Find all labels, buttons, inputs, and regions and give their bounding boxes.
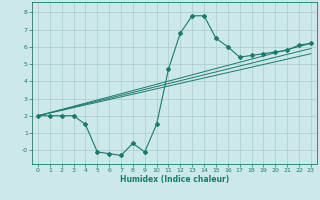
X-axis label: Humidex (Indice chaleur): Humidex (Indice chaleur) [120, 175, 229, 184]
